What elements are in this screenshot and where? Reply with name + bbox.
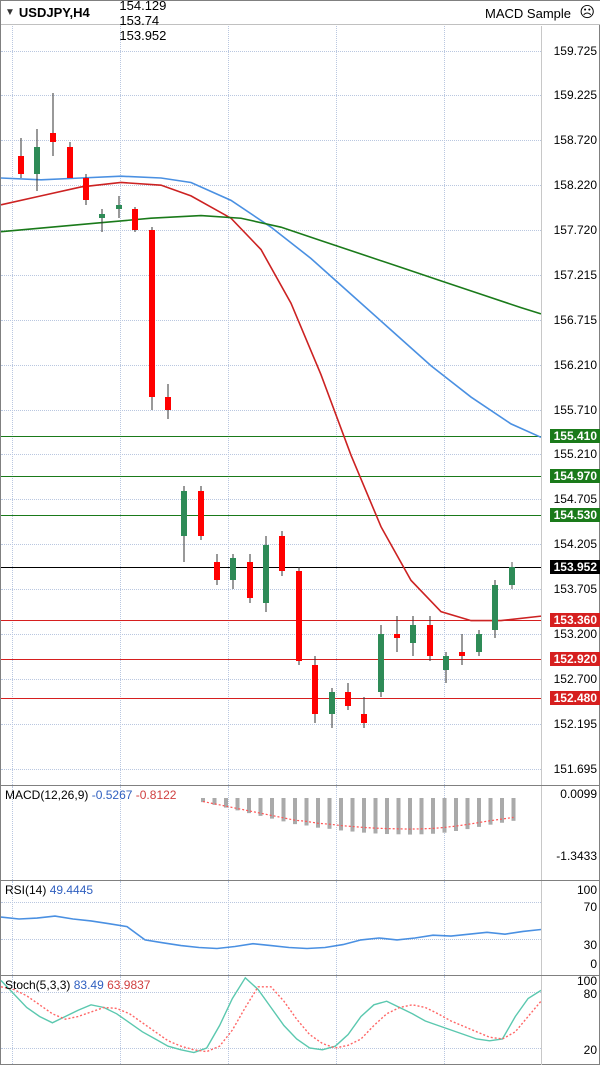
candle-body[interactable]: [427, 625, 433, 656]
candle-body[interactable]: [378, 634, 384, 692]
candle-body[interactable]: [50, 133, 56, 142]
candle-body[interactable]: [230, 558, 236, 580]
price-axis-tick-label: 154.705: [554, 492, 597, 506]
candle-body[interactable]: [83, 178, 89, 200]
candle-body[interactable]: [361, 714, 367, 723]
stoch-axis-labels: 100 80 20: [541, 976, 600, 1065]
moving-average-curve: [1, 176, 541, 437]
ohlc-values: 153.943 154.129 153.74 153.952: [98, 0, 167, 58]
candle-body[interactable]: [34, 147, 40, 174]
candle-body[interactable]: [149, 230, 155, 397]
symbol-label: USDJPY,H4: [19, 5, 90, 20]
candle-body[interactable]: [312, 665, 318, 714]
sad-face-icon[interactable]: ☹: [579, 3, 595, 21]
price-axis-tick-label: 153.705: [554, 582, 597, 596]
rsi-panel[interactable]: RSI(14) 49.4445 100 70 30 0: [1, 881, 600, 976]
price-level-label-155.410[interactable]: 155.410: [550, 429, 600, 443]
price-level-label-152.920[interactable]: 152.920: [550, 652, 600, 666]
symbol-dropdown-icon[interactable]: ▼: [5, 7, 15, 18]
candle-body[interactable]: [165, 397, 171, 410]
candle-body[interactable]: [279, 536, 285, 572]
price-axis-tick-label: 152.700: [554, 672, 597, 686]
candle-wick[interactable]: [462, 634, 463, 665]
candle-body[interactable]: [99, 214, 105, 218]
stoch-panel[interactable]: Stoch(5,3,3) 83.49 63.9837 100 80 20 22 …: [1, 976, 600, 1065]
price-axis-tick-label: 157.720: [554, 223, 597, 237]
candle-body[interactable]: [116, 205, 122, 209]
price-axis-tick-label: 155.710: [554, 403, 597, 417]
candle-body[interactable]: [476, 634, 482, 652]
candle-body[interactable]: [247, 562, 253, 598]
moving-average-lines: [1, 26, 541, 786]
price-level-label-153.952[interactable]: 153.952: [550, 560, 600, 574]
candle-body[interactable]: [296, 571, 302, 660]
trading-chart-window: ▼ USDJPY,H4 153.943 154.129 153.74 153.9…: [0, 0, 600, 1065]
chart-header-bar: ▼ USDJPY,H4 153.943 154.129 153.74 153.9…: [1, 1, 600, 25]
candle-body[interactable]: [459, 652, 465, 656]
indicator-title-label: MACD Sample: [485, 1, 571, 25]
rsi-line-path: [1, 916, 541, 948]
price-axis-tick-label: 154.205: [554, 537, 597, 551]
price-axis-tick-label: 157.215: [554, 268, 597, 282]
candle-body[interactable]: [263, 545, 269, 603]
price-axis-tick-label: 153.200: [554, 627, 597, 641]
price-plot-area[interactable]: [1, 26, 541, 785]
price-axis-tick-label: 155.210: [554, 447, 597, 461]
candle-body[interactable]: [214, 562, 220, 580]
price-axis-tick-label: 152.195: [554, 717, 597, 731]
price-axis-tick-label: 159.725: [554, 44, 597, 58]
candle-body[interactable]: [329, 692, 335, 714]
macd-axis-labels: 0.0099 -1.3433: [541, 786, 600, 880]
stoch-header: Stoch(5,3,3) 83.49 63.9837: [5, 978, 150, 992]
candle-body[interactable]: [443, 656, 449, 669]
moving-average-curve: [1, 216, 541, 314]
candle-wick[interactable]: [53, 93, 54, 156]
candle-wick[interactable]: [102, 209, 103, 231]
candle-body[interactable]: [18, 156, 24, 174]
stoch-d-line: [1, 987, 541, 1052]
price-axis-tick-label: 151.695: [554, 762, 597, 776]
candle-body[interactable]: [181, 491, 187, 536]
price-level-label-154.530[interactable]: 154.530: [550, 508, 600, 522]
moving-average-curve: [1, 182, 541, 620]
macd-panel[interactable]: MACD(12,26,9) -0.5267 -0.8122 0.0099 -1.…: [1, 786, 600, 881]
candle-body[interactable]: [67, 147, 73, 178]
candle-body[interactable]: [132, 209, 138, 230]
price-level-label-152.480[interactable]: 152.480: [550, 691, 600, 705]
price-axis-tick-label: 159.225: [554, 88, 597, 102]
candle-body[interactable]: [492, 585, 498, 630]
candle-body[interactable]: [410, 625, 416, 643]
price-level-label-153.360[interactable]: 153.360: [550, 613, 600, 627]
candle-body[interactable]: [345, 692, 351, 705]
rsi-axis-labels: 100 70 30 0: [541, 881, 600, 975]
price-axis-tick-label: 156.715: [554, 313, 597, 327]
candle-body[interactable]: [198, 491, 204, 536]
price-chart-panel[interactable]: 159.725 159.225 158.720 158.220 157.720 157.2…: [1, 26, 600, 786]
candle-body[interactable]: [394, 634, 400, 638]
price-level-label-154.970[interactable]: 154.970: [550, 469, 600, 483]
macd-header: MACD(12,26,9) -0.5267 -0.8122: [5, 788, 176, 802]
price-axis-tick-label: 158.720: [554, 133, 597, 147]
rsi-header: RSI(14) 49.4445: [5, 883, 93, 897]
price-axis-tick-label: 156.210: [554, 358, 597, 372]
candle-body[interactable]: [509, 567, 515, 585]
price-axis-tick-label: 158.220: [554, 178, 597, 192]
price-axis-labels: 159.725 159.225 158.720 158.220 157.720 157.2…: [541, 26, 600, 785]
